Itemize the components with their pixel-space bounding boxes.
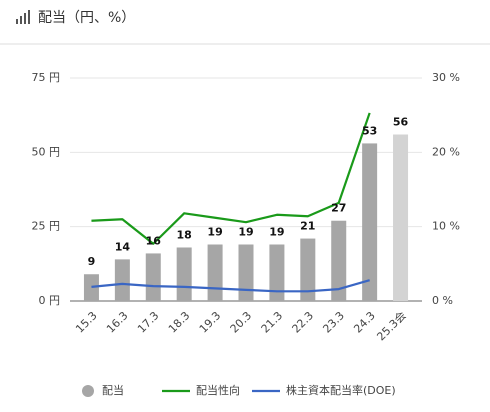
header-icon — [16, 10, 30, 24]
data-label: 18 — [177, 228, 192, 241]
data-label: 9 — [88, 255, 96, 268]
legend-label: 配当 — [102, 383, 124, 397]
data-label: 27 — [331, 202, 346, 215]
chart-title: 配当（円、%） — [38, 10, 135, 26]
legend-label: 配当性向 — [196, 383, 240, 397]
legend-label: 株主資本配当率(DOE) — [286, 383, 396, 397]
bar — [393, 134, 409, 301]
y-tick-label: 25 円 — [32, 220, 61, 233]
line — [91, 279, 370, 293]
y2-tick-label: 10 % — [432, 220, 460, 233]
data-label: 19 — [238, 226, 253, 239]
bar — [238, 244, 254, 301]
data-label: 21 — [300, 220, 315, 233]
data-label: 16 — [146, 234, 162, 247]
y2-tick-label: 20 % — [432, 145, 460, 158]
bar — [300, 238, 316, 301]
data-label: 53 — [362, 124, 377, 137]
bar — [207, 244, 223, 301]
bar — [145, 253, 161, 301]
bar — [269, 244, 285, 301]
y2-tick-label: 0 % — [432, 294, 453, 307]
y2-tick-label: 30 % — [432, 71, 460, 84]
bar — [331, 220, 347, 301]
y-tick-label: 50 円 — [32, 145, 61, 158]
bar — [83, 274, 99, 301]
y-tick-label: 0 円 — [39, 294, 61, 307]
bar — [362, 143, 378, 301]
legend-marker — [82, 385, 94, 397]
data-label: 56 — [393, 115, 409, 128]
data-label: 14 — [115, 240, 131, 253]
y-tick-label: 75 円 — [32, 71, 61, 84]
line — [91, 112, 371, 245]
bar — [114, 259, 130, 301]
data-label: 19 — [207, 226, 222, 239]
bar — [176, 247, 192, 301]
data-label: 19 — [269, 226, 284, 239]
